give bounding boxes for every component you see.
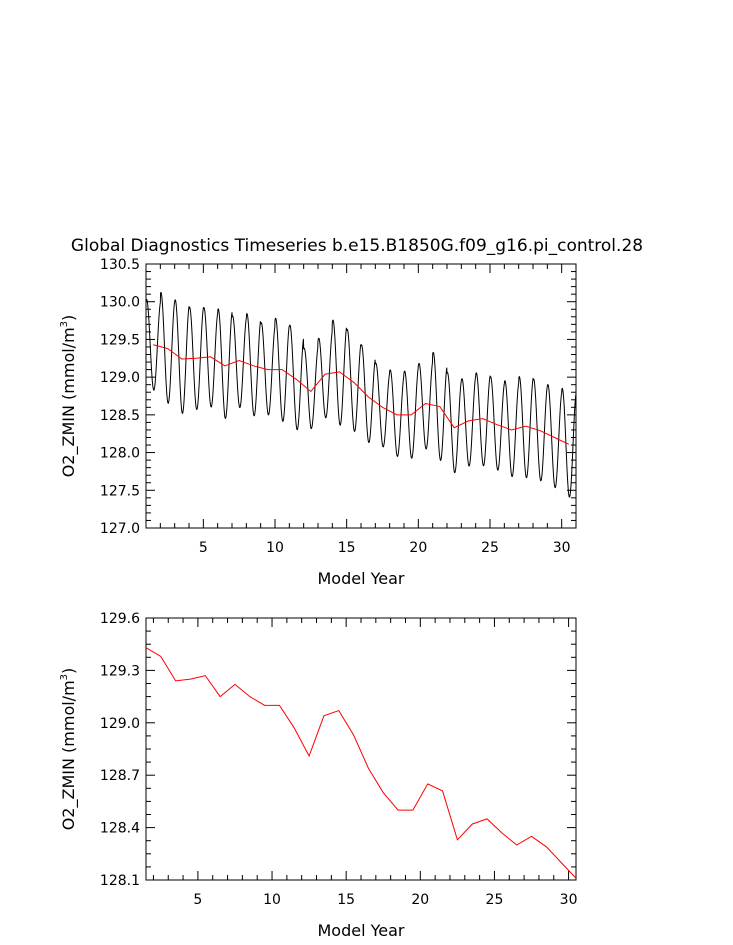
x-tick-label: 5 (199, 540, 208, 556)
series-line-annual-mean (153, 344, 570, 445)
x-tick-label: 15 (337, 892, 355, 908)
x-tick-label: 15 (338, 540, 356, 556)
y-tick-label: 130.5 (100, 257, 140, 273)
y-tick-label: 129.0 (100, 370, 140, 386)
x-tick-label: 20 (409, 540, 427, 556)
y-tick-label: 128.0 (100, 446, 140, 462)
x-axis-label: Model Year (318, 569, 405, 588)
x-tick-label: 25 (486, 892, 504, 908)
plot-frame (145, 263, 577, 529)
timeseries-panel-top: 5 10 15 20 25 30 127.0 127.5 128.0 128.5 129.0 129.… (59, 257, 577, 588)
y-tick-label: 130.0 (100, 295, 140, 311)
x-tick-label: 20 (411, 892, 429, 908)
y-tick-label: 128.7 (100, 768, 140, 784)
x-tick-label: 25 (481, 540, 499, 556)
y-tick-label: 129.0 (100, 716, 140, 732)
timeseries-panel-bottom: 5 10 15 20 25 30 128.1 128.4 128.7 129.0 129.3 129.… (59, 611, 578, 940)
series-line-annual-mean (146, 647, 576, 879)
y-axis-label: O2_ZMIN (mmol/m3) (59, 315, 79, 478)
series-line-monthly (146, 291, 576, 498)
y-tick-label: 129.3 (100, 663, 140, 679)
x-tick-label: 10 (266, 540, 284, 556)
y-tick-label: 129.5 (100, 332, 140, 348)
x-tick-label: 30 (553, 540, 571, 556)
chart-title: Global Diagnostics Timeseries b.e15.B185… (71, 236, 643, 256)
x-tick-label: 10 (263, 892, 281, 908)
y-axis-label: O2_ZMIN (mmol/m3) (59, 668, 79, 831)
x-tick-label: 30 (560, 892, 578, 908)
y-tick-label: 127.5 (100, 483, 140, 499)
y-tick-label: 128.4 (100, 821, 140, 837)
y-tick-label: 127.0 (100, 521, 140, 537)
y-tick-label: 129.6 (100, 611, 140, 627)
y-tick-label: 128.1 (100, 873, 140, 889)
y-tick-label: 128.5 (100, 408, 140, 424)
x-tick-label: 5 (193, 892, 202, 908)
x-axis-label: Model Year (318, 921, 405, 940)
